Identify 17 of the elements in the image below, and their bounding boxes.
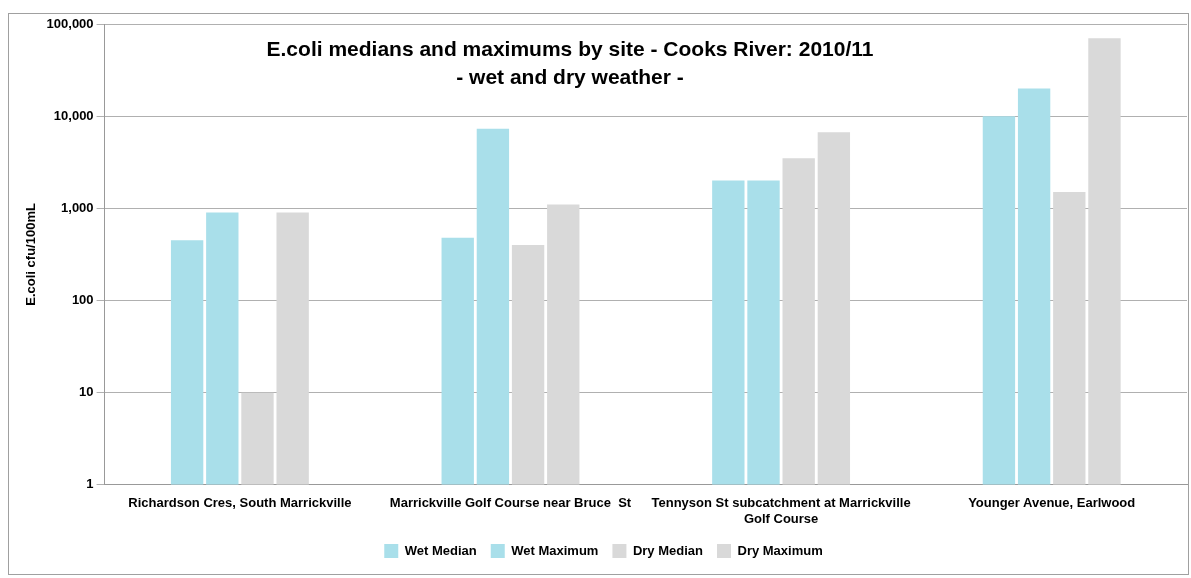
y-tick-label: 1 bbox=[86, 476, 94, 492]
y-tick-label: 100,000 bbox=[46, 15, 94, 31]
x-tick-label: Tennyson St subcatchment at Marrickville Golf Course bbox=[651, 495, 911, 526]
text: E.coli medians and maximums by site - Cooks River: 2010/11 bbox=[265, 36, 875, 62]
legend-label: Dry Median bbox=[632, 542, 704, 558]
legend-label: Wet Maximum bbox=[511, 542, 599, 558]
legend-label: Dry Maximum bbox=[737, 542, 823, 558]
y-tick-label: 100 bbox=[71, 292, 94, 308]
y-tick-label: 10 bbox=[79, 384, 94, 400]
legend-label: Wet Median bbox=[404, 542, 477, 558]
x-tick-label: Richardson Cres, South Marrickville bbox=[128, 495, 352, 511]
x-tick-label: Marrickville Golf Course near Bruce St bbox=[389, 495, 632, 511]
y-axis-title: E.coli cfu/100mL bbox=[23, 203, 39, 306]
x-tick-label: Younger Avenue, Earlwood bbox=[968, 495, 1136, 511]
y-tick-label: 1,000 bbox=[61, 199, 94, 215]
y-tick-label: 10,000 bbox=[53, 107, 94, 123]
text: - wet and dry weather - bbox=[455, 64, 685, 90]
